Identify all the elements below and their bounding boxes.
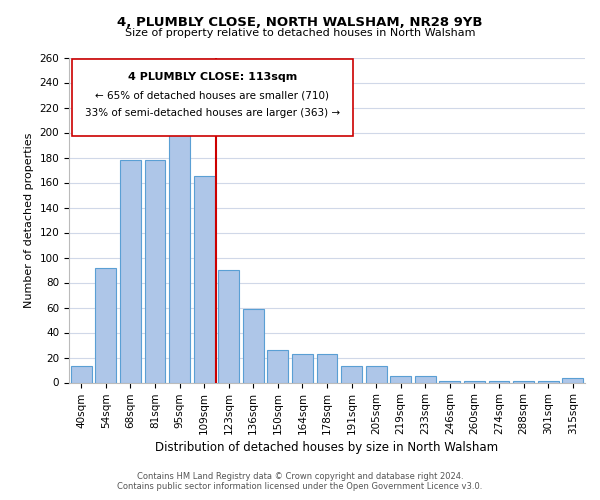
- Bar: [95, 268, 116, 382]
- Bar: [292, 354, 313, 382]
- Text: ← 65% of detached houses are smaller (710): ← 65% of detached houses are smaller (71…: [95, 90, 329, 100]
- Text: 4 PLUMBLY CLOSE: 113sqm: 4 PLUMBLY CLOSE: 113sqm: [128, 72, 297, 82]
- Bar: [562, 378, 583, 382]
- Text: Contains HM Land Registry data © Crown copyright and database right 2024.: Contains HM Land Registry data © Crown c…: [137, 472, 463, 481]
- Bar: [439, 381, 460, 382]
- Bar: [365, 366, 386, 382]
- Bar: [488, 381, 509, 382]
- Bar: [464, 381, 485, 382]
- Bar: [317, 354, 337, 382]
- Bar: [243, 308, 264, 382]
- Text: Size of property relative to detached houses in North Walsham: Size of property relative to detached ho…: [125, 28, 475, 38]
- Bar: [538, 381, 559, 382]
- Bar: [268, 350, 289, 382]
- X-axis label: Distribution of detached houses by size in North Walsham: Distribution of detached houses by size …: [155, 442, 499, 454]
- Bar: [415, 376, 436, 382]
- Bar: [194, 176, 215, 382]
- Bar: [71, 366, 92, 382]
- Text: 4, PLUMBLY CLOSE, NORTH WALSHAM, NR28 9YB: 4, PLUMBLY CLOSE, NORTH WALSHAM, NR28 9Y…: [117, 16, 483, 29]
- Bar: [341, 366, 362, 382]
- Bar: [120, 160, 141, 382]
- Bar: [218, 270, 239, 382]
- FancyBboxPatch shape: [71, 59, 353, 136]
- Bar: [145, 160, 166, 382]
- Bar: [390, 376, 411, 382]
- Bar: [513, 381, 534, 382]
- Text: 33% of semi-detached houses are larger (363) →: 33% of semi-detached houses are larger (…: [85, 108, 340, 118]
- Y-axis label: Number of detached properties: Number of detached properties: [24, 132, 34, 308]
- Text: Contains public sector information licensed under the Open Government Licence v3: Contains public sector information licen…: [118, 482, 482, 491]
- Bar: [169, 124, 190, 382]
